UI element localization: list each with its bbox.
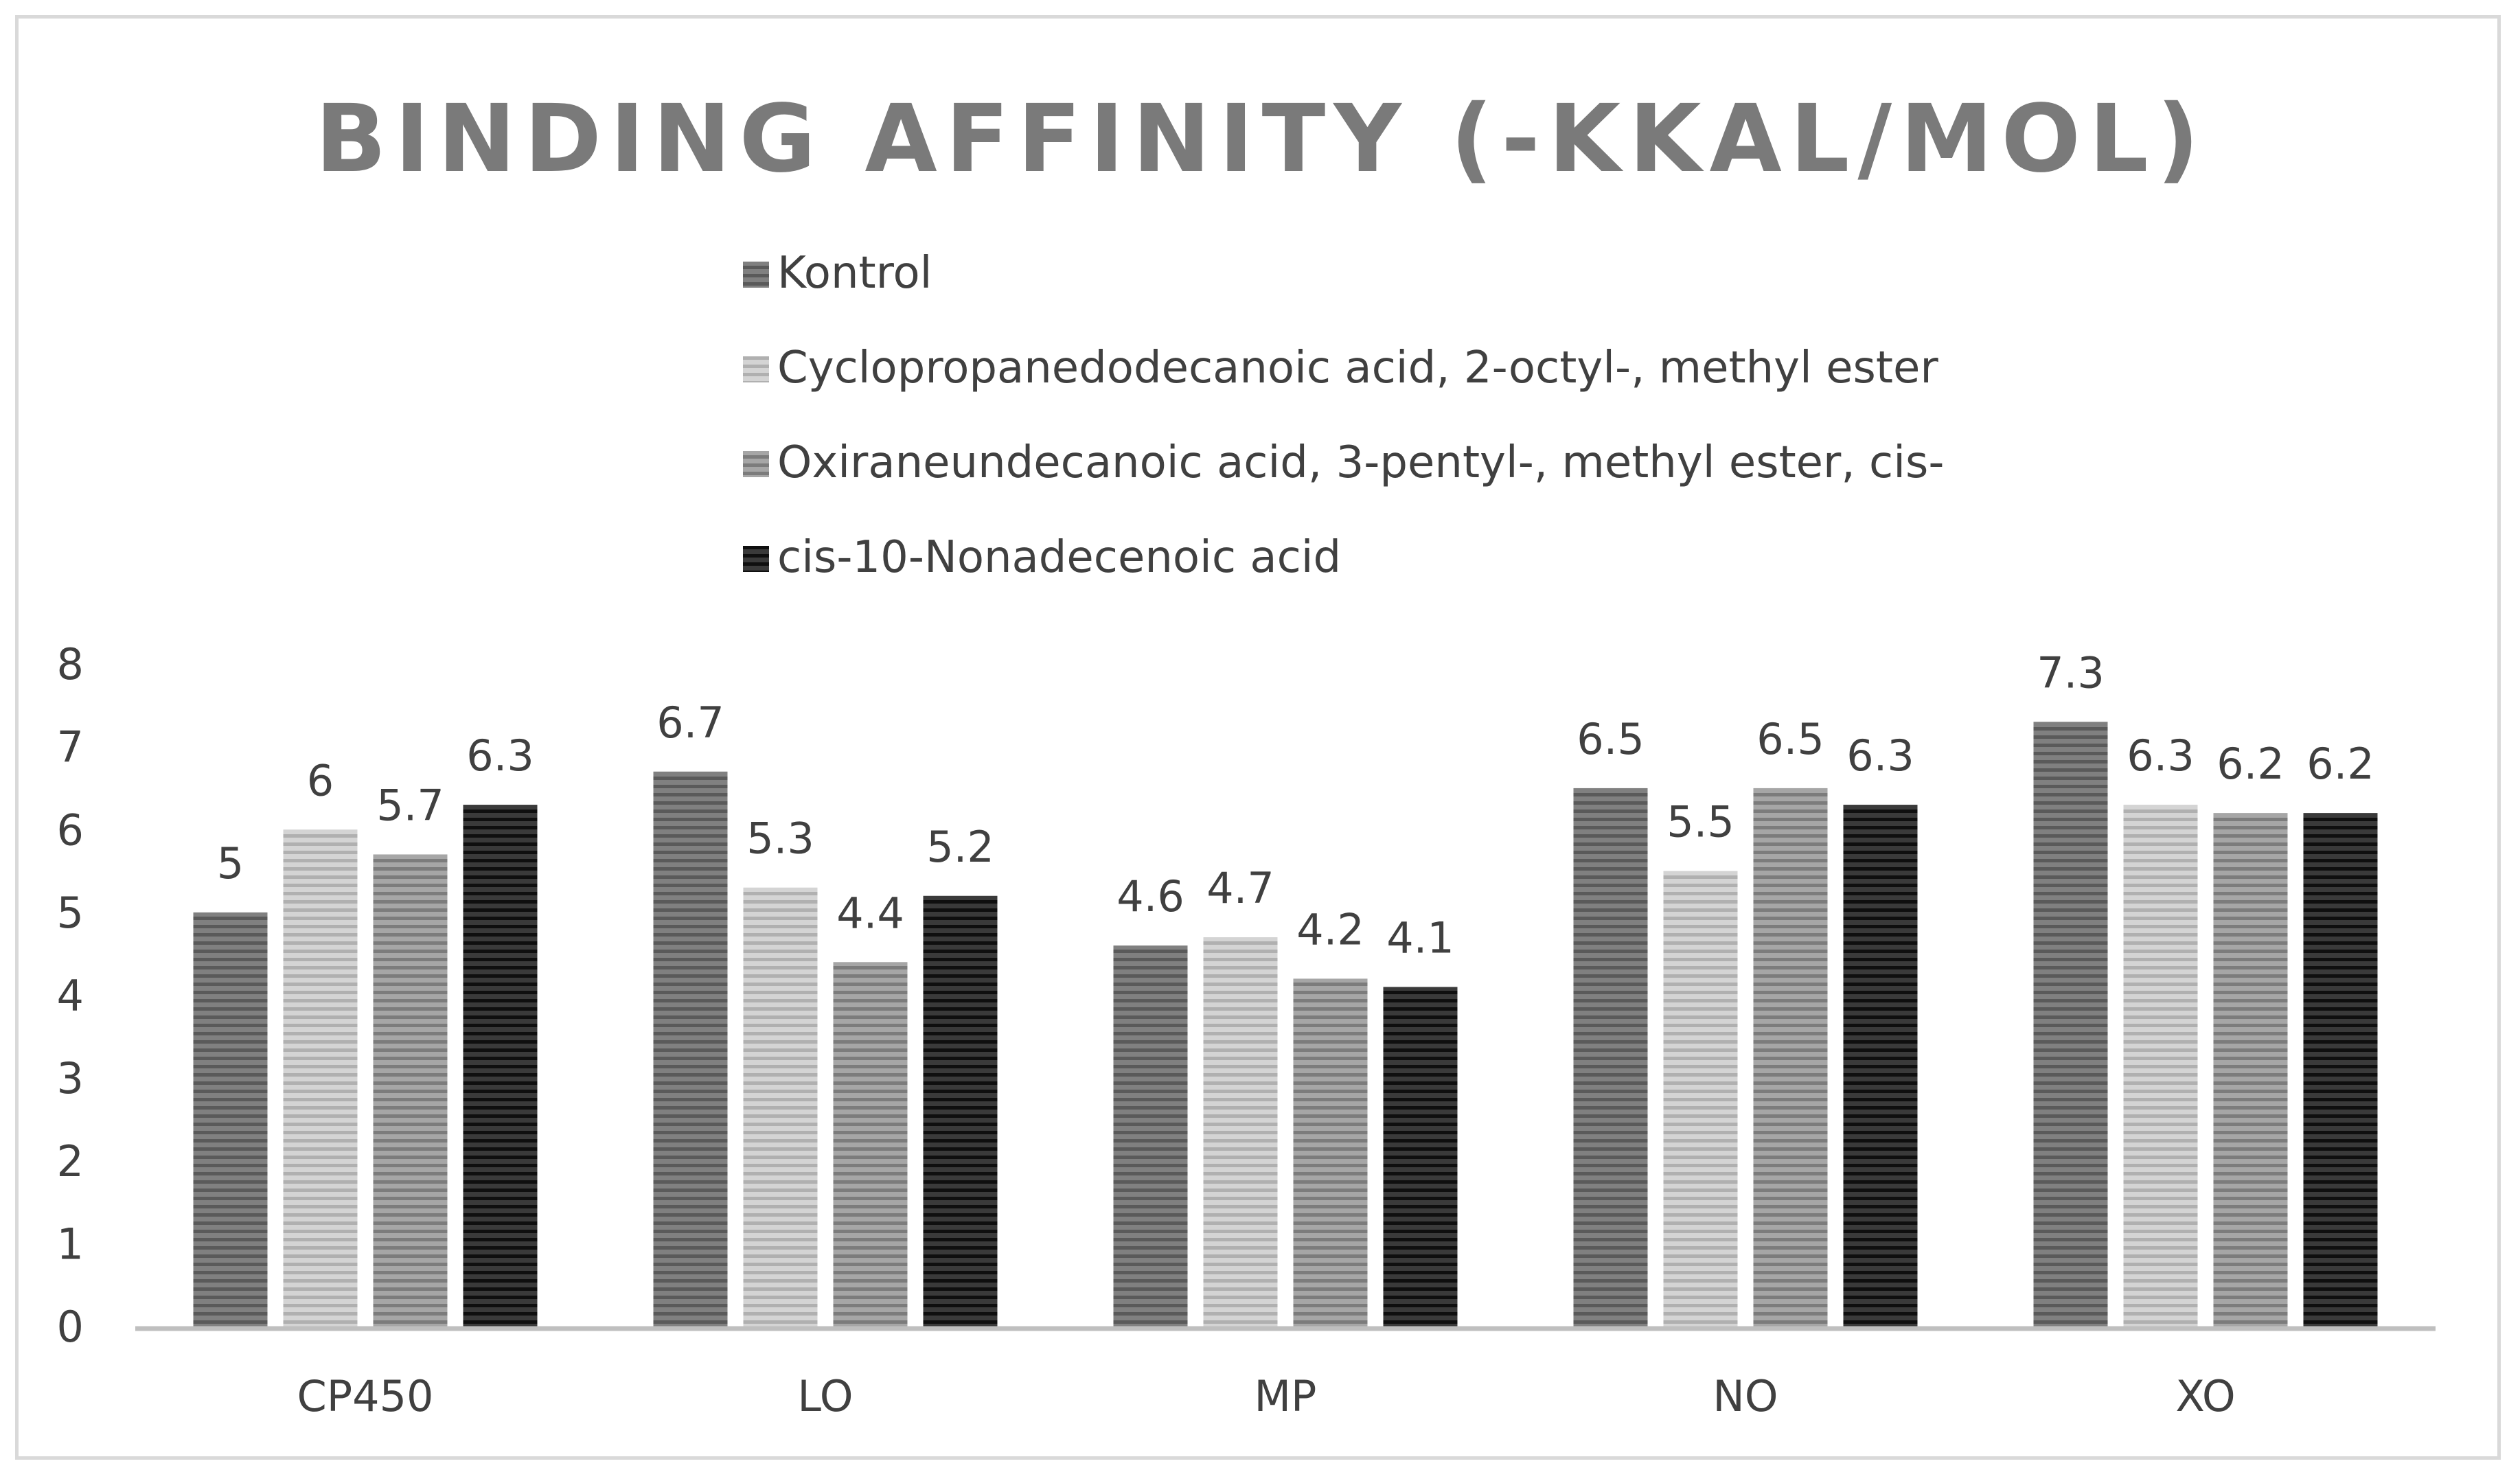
- bar: [283, 829, 358, 1327]
- data-label: 6.2: [2217, 739, 2284, 789]
- data-label: 6.5: [1756, 714, 1824, 764]
- data-label: 6.3: [466, 731, 534, 781]
- data-label: 6.2: [2306, 739, 2374, 789]
- bars: [193, 722, 2378, 1327]
- y-tick-label: 8: [57, 639, 84, 689]
- x-category-label: MP: [1255, 1371, 1317, 1421]
- bar: [923, 895, 998, 1327]
- legend-swatch: [743, 546, 769, 572]
- y-tick-label: 3: [57, 1053, 84, 1103]
- y-axis: 0 1 2 3 4 5 6 7 8: [57, 639, 84, 1352]
- bar: [743, 887, 818, 1327]
- bar: [2033, 722, 2108, 1327]
- data-label: 5.2: [926, 822, 994, 872]
- y-tick-label: 1: [57, 1219, 84, 1269]
- bar: [2303, 813, 2378, 1327]
- data-label: 6.5: [1577, 714, 1645, 764]
- chart-frame: BINDING AFFINITY (-KKAL/MOL) Kontrol Cycl…: [15, 15, 2501, 1460]
- data-label: 4.1: [1386, 912, 1454, 963]
- y-tick-label: 4: [57, 971, 84, 1021]
- legend-label: Oxiraneundecanoic acid, 3-pentyl-, methy…: [777, 437, 1944, 488]
- data-label: 6.7: [656, 698, 724, 748]
- data-label: 6: [307, 755, 334, 805]
- bar: [2213, 813, 2288, 1327]
- legend-swatch: [743, 356, 769, 382]
- bar: [1113, 945, 1188, 1327]
- data-label: 4.2: [1296, 904, 1364, 954]
- bar: [373, 854, 448, 1327]
- bar: [1203, 937, 1278, 1327]
- data-label: 5: [217, 838, 244, 888]
- data-label: 4.4: [836, 888, 904, 938]
- bar: [653, 771, 728, 1327]
- legend-label: Cyclopropanedodecanoic acid, 2-octyl-, m…: [777, 343, 1938, 393]
- legend: Kontrol Cyclopropanedodecanoic acid, 2-oc…: [743, 248, 1944, 583]
- data-label: 5.7: [376, 780, 444, 830]
- bar: [193, 912, 268, 1327]
- data-label: 6.3: [1846, 731, 1914, 781]
- data-label: 4.6: [1116, 871, 1184, 921]
- x-category-label: CP450: [297, 1371, 433, 1421]
- bar: [1383, 987, 1458, 1327]
- x-axis: CP450 LO MP NO XO: [135, 1326, 2436, 1421]
- y-tick-label: 0: [57, 1302, 84, 1352]
- y-tick-label: 2: [57, 1136, 84, 1186]
- x-category-label: LO: [797, 1371, 853, 1421]
- x-category-label: NO: [1713, 1371, 1778, 1421]
- data-labels: 5 6 5.7 6.3 6.7 5.3 4.4 5.2 4.6 4.7 4.2 4.1 6.5 5.5 6.…: [217, 647, 2374, 963]
- y-tick-label: 6: [57, 805, 84, 855]
- x-category-label: XO: [2175, 1371, 2235, 1421]
- legend-swatch: [743, 262, 769, 288]
- data-label: 5.5: [1666, 797, 1734, 847]
- y-tick-label: 7: [57, 722, 84, 772]
- data-label: 5.3: [746, 814, 814, 864]
- legend-label: cis-10-Nonadecenoic acid: [777, 532, 1341, 583]
- bar: [1293, 978, 1368, 1327]
- bar: [1843, 805, 1918, 1327]
- y-tick-label: 5: [57, 888, 84, 938]
- data-label: 7.3: [2037, 647, 2105, 698]
- bar: [1753, 788, 1828, 1327]
- bar: [2123, 805, 2198, 1327]
- chart-title: BINDING AFFINITY (-KKAL/MOL): [315, 85, 2208, 194]
- chart-svg: BINDING AFFINITY (-KKAL/MOL) Kontrol Cycl…: [57, 85, 2436, 1421]
- bar: [833, 962, 908, 1327]
- bar: [1663, 871, 1738, 1327]
- bar: [1573, 788, 1648, 1327]
- legend-label: Kontrol: [777, 248, 932, 299]
- legend-swatch: [743, 451, 769, 477]
- data-label: 4.7: [1206, 863, 1274, 913]
- bar: [463, 805, 538, 1327]
- data-label: 6.3: [2127, 731, 2195, 781]
